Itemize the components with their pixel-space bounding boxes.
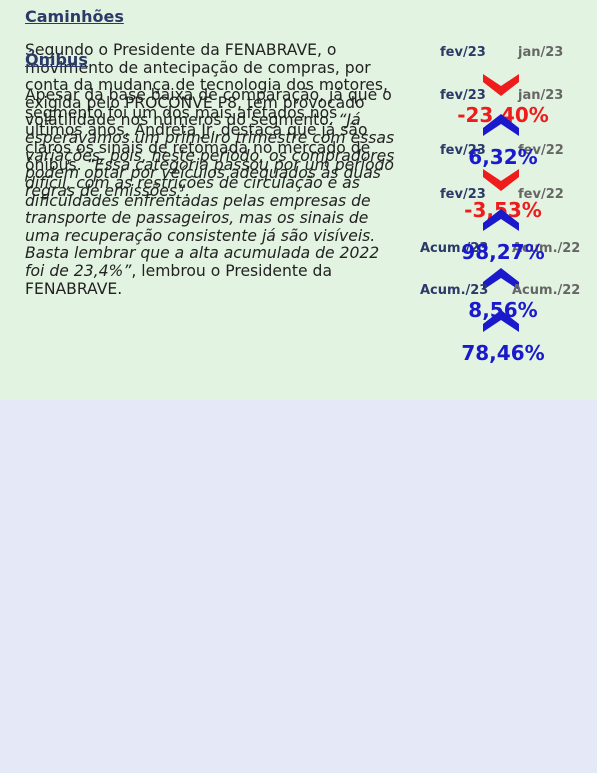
background-icon bbox=[0, 400, 150, 680]
period-label: fev/23 bbox=[440, 45, 486, 60]
text-segment: , lembrou o Presidente da FENABRAVE. bbox=[25, 261, 333, 298]
period-label: jan/23 bbox=[518, 45, 564, 60]
period-label: Acum./22 bbox=[512, 241, 581, 256]
trend-arrow bbox=[483, 74, 519, 96]
text-segment: “Já esperávamos um primeiro trimestre co… bbox=[25, 111, 395, 200]
period-label: fev/23 bbox=[440, 143, 486, 158]
section: Caminhões Segundo o Presidente da FENABRA… bbox=[0, 0, 597, 400]
trend-arrow bbox=[483, 169, 519, 191]
trend-arrow bbox=[483, 114, 519, 136]
text-segment: Segundo o Presidente da FENABRAVE, o mov… bbox=[25, 41, 388, 130]
period-label: Acum./23 bbox=[420, 283, 489, 298]
period-label: jan/23 bbox=[518, 88, 564, 103]
text-segment: “Essa categoria passou por um período di… bbox=[25, 156, 394, 280]
period-label: fev/23 bbox=[440, 88, 486, 103]
period-label: fev/22 bbox=[518, 187, 564, 202]
period-label: fev/23 bbox=[440, 187, 486, 202]
percentage: 78,46% bbox=[461, 341, 545, 365]
period-label: Acum./23 bbox=[420, 241, 489, 256]
paragraph: Segundo o Presidente da FENABRAVE, o mov… bbox=[25, 41, 397, 200]
text-segment: Apesar da base baixa de comparação, já q… bbox=[25, 86, 392, 175]
period-label: fev/22 bbox=[518, 143, 564, 158]
section-title: Caminhões bbox=[25, 7, 124, 26]
percentage: 6,32% bbox=[468, 145, 538, 169]
trend-arrow bbox=[483, 268, 519, 290]
percentage: 98,27% bbox=[461, 240, 545, 264]
section-title: Ônibus bbox=[25, 50, 88, 69]
section: Ônibus Apesar da base baixa de comparação… bbox=[0, 50, 597, 773]
trend-arrow bbox=[483, 209, 519, 231]
period-label: Acum./22 bbox=[512, 283, 581, 298]
paragraph: Apesar da base baixa de comparação, já q… bbox=[25, 86, 397, 298]
trend-arrow bbox=[483, 310, 519, 332]
